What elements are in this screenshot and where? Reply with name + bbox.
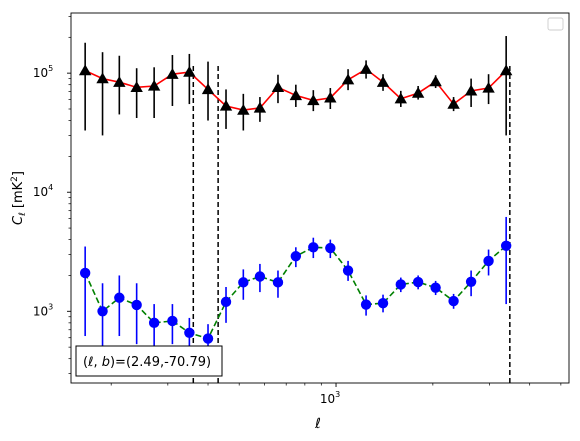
triangle-marker-14: [307, 94, 320, 106]
annotation-frame: [75, 345, 223, 377]
y-label-unit-sup: 2: [10, 176, 20, 182]
annotation-box: (ℓ, b)=(2.49,-70.79): [75, 345, 223, 377]
circle-marker-4: [131, 299, 142, 311]
y-tick-base: 10: [33, 304, 48, 318]
y-tick-exponent: 4: [48, 183, 53, 192]
legend-box: [547, 17, 564, 31]
y-tick-base: 10: [33, 66, 48, 80]
triangle-marker-4: [130, 81, 143, 92]
circle-marker-18: [377, 297, 389, 309]
triangle-marker-12: [271, 81, 285, 92]
y-label-unit: [mK: [11, 181, 26, 212]
circle-marker-23: [465, 276, 477, 287]
series-2: [79, 216, 512, 362]
triangle-marker-21: [429, 75, 442, 87]
circle-marker-20: [412, 276, 424, 288]
circle-marker-11: [254, 271, 266, 282]
triangle-marker-20: [411, 86, 425, 98]
circle-marker-12: [272, 277, 284, 288]
plot-area: [78, 36, 513, 383]
triangle-marker-6: [166, 67, 179, 79]
y-label-unit-close: ]: [11, 171, 26, 176]
triangle-marker-24: [482, 81, 495, 93]
triangle-marker-9: [219, 99, 233, 111]
annotation-b: b: [102, 355, 110, 370]
plot-frame: [70, 12, 570, 384]
y-tick-label-2: 104: [33, 183, 53, 199]
triangle-marker-2: [96, 72, 109, 84]
triangle-marker-18: [376, 75, 390, 87]
y-tick-exponent: 5: [48, 64, 53, 73]
y-tick-base: 10: [33, 185, 48, 199]
circle-marker-8: [202, 333, 214, 344]
annotation-l: ℓ: [87, 355, 93, 370]
triangle-marker-10: [237, 103, 250, 115]
y-tick-label-1: 103: [33, 302, 53, 318]
circle-marker-7: [184, 327, 195, 338]
triangle-marker-15: [324, 91, 337, 103]
circle-marker-21: [430, 282, 441, 293]
circle-marker-13: [290, 251, 302, 262]
annotation-rest: )=(2.49,-70.79): [110, 355, 211, 370]
circle-marker-14: [308, 242, 319, 253]
triangle-marker-16: [341, 73, 355, 85]
x-axis-label: ℓ: [314, 416, 321, 432]
triangle-marker-19: [394, 92, 408, 104]
circle-marker-17: [360, 299, 372, 310]
x-tick-base: 10: [320, 392, 335, 406]
triangle-marker-8: [201, 83, 215, 95]
triangle-marker-5: [147, 79, 161, 91]
circle-marker-10: [238, 277, 249, 288]
x-tick-label-1: 103: [320, 390, 340, 406]
circle-marker-9: [220, 296, 232, 308]
triangle-marker-7: [183, 65, 196, 77]
triangle-marker-23: [464, 84, 478, 96]
series-1: [78, 36, 513, 136]
circle-marker-6: [167, 315, 178, 327]
x-tick-exponent: 3: [335, 390, 340, 399]
y-tick-exponent: 3: [48, 302, 53, 311]
annotation-open: (: [83, 355, 88, 370]
circle-marker-19: [395, 279, 407, 290]
circle-marker-2: [97, 306, 108, 317]
y-axis-label: Cℓ [mK2]: [10, 171, 28, 225]
circle-marker-16: [342, 265, 354, 276]
triangle-marker-11: [253, 101, 267, 113]
y-label-sub: ℓ: [18, 212, 28, 217]
circle-marker-1: [79, 267, 91, 279]
y-label-base: C: [11, 215, 26, 225]
triangle-marker-1: [78, 64, 92, 76]
annotation-text: (ℓ, b)=(2.49,-70.79): [83, 355, 211, 370]
circle-marker-24: [483, 255, 494, 267]
triangle-marker-22: [447, 97, 460, 109]
circle-marker-25: [500, 240, 512, 251]
circle-marker-22: [448, 295, 459, 307]
y-tick-label-3: 105: [33, 64, 53, 80]
circle-marker-15: [325, 242, 336, 254]
triangle-marker-3: [113, 75, 126, 87]
annotation-comma: ,: [93, 355, 101, 370]
circle-marker-3: [114, 292, 125, 303]
triangle-marker-17: [359, 62, 373, 74]
circle-marker-5: [148, 317, 160, 329]
triangle-marker-13: [289, 89, 303, 101]
triangle-marker-25: [499, 64, 513, 76]
